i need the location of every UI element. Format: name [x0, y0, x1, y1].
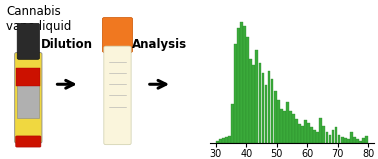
Bar [243, 26, 246, 143]
Bar [344, 138, 347, 143]
Bar [283, 111, 286, 143]
Bar [298, 124, 301, 143]
Bar [253, 65, 255, 143]
Bar [341, 137, 344, 143]
FancyBboxPatch shape [102, 17, 133, 52]
Bar [271, 79, 274, 143]
Bar [307, 123, 310, 143]
Bar [249, 59, 252, 143]
Bar [280, 109, 283, 143]
FancyBboxPatch shape [16, 68, 40, 86]
Bar [347, 139, 350, 143]
Bar [313, 130, 316, 143]
Bar [353, 137, 356, 143]
Bar [325, 132, 328, 143]
Bar [332, 130, 335, 143]
Bar [356, 139, 359, 143]
FancyBboxPatch shape [104, 46, 131, 145]
Bar [231, 104, 234, 143]
Bar [295, 119, 298, 143]
Text: Cannabis
vape liquid: Cannabis vape liquid [6, 5, 72, 33]
Bar [335, 127, 338, 143]
Bar [362, 138, 365, 143]
Bar [359, 141, 362, 143]
Bar [304, 120, 307, 143]
Bar [292, 114, 295, 143]
Bar [301, 126, 304, 143]
Bar [240, 22, 243, 143]
Bar [268, 71, 270, 143]
Bar [350, 132, 353, 143]
Bar [237, 28, 240, 143]
Bar [216, 141, 219, 143]
Bar [219, 139, 222, 143]
Bar [277, 100, 280, 143]
Bar [289, 111, 292, 143]
Bar [259, 63, 261, 143]
Bar [316, 132, 319, 143]
Bar [256, 50, 258, 143]
Text: Dilution: Dilution [41, 38, 93, 51]
FancyBboxPatch shape [17, 23, 39, 59]
Bar [265, 85, 267, 143]
FancyBboxPatch shape [17, 83, 39, 118]
Bar [246, 37, 249, 143]
Bar [319, 118, 322, 143]
Bar [286, 102, 289, 143]
Bar [222, 138, 225, 143]
FancyBboxPatch shape [16, 136, 41, 147]
Bar [338, 135, 341, 143]
Bar [228, 136, 231, 143]
Text: Analysis: Analysis [132, 38, 187, 51]
Bar [234, 44, 237, 143]
Bar [225, 137, 228, 143]
Bar [262, 73, 264, 143]
Bar [274, 91, 277, 143]
Bar [365, 136, 368, 143]
Bar [328, 135, 332, 143]
Bar [310, 127, 313, 143]
Bar [322, 126, 325, 143]
FancyBboxPatch shape [15, 52, 42, 143]
